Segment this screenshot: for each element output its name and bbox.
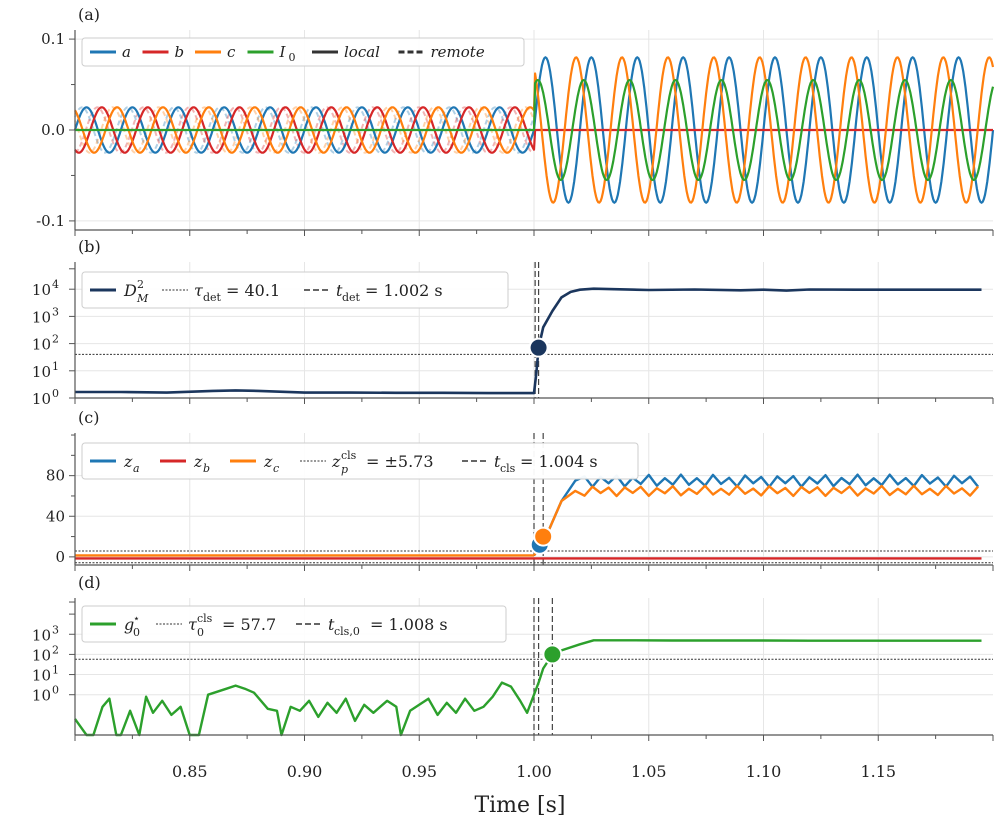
legend-subscript: 0 [133, 626, 140, 639]
y-tick-exponent: 2 [52, 333, 59, 346]
legend-box [81, 37, 525, 67]
y-tick-label: 10 [32, 336, 51, 354]
y-tick-exponent: 3 [52, 623, 59, 636]
zc-marker [533, 526, 554, 547]
legend-box [81, 442, 639, 480]
legend-value: = 1.004 s [520, 452, 598, 471]
x-tick-label: 1.00 [516, 762, 552, 781]
y-tick-label: 10 [32, 687, 51, 705]
panel-label: (b) [78, 237, 101, 256]
legend-subscript: M [136, 292, 149, 305]
panel-label: (c) [78, 408, 99, 427]
legend-subscript: a [133, 462, 140, 475]
legend-subscript: b [203, 462, 210, 475]
y-tick-label: 10 [32, 390, 51, 408]
legend-label: t [328, 615, 335, 634]
x-tick-label: 0.95 [401, 762, 437, 781]
series-I0 [75, 79, 995, 181]
data-layer [73, 56, 995, 737]
legend-superscript: 2 [137, 278, 144, 291]
series-zc [533, 484, 979, 557]
y-tick-exponent: 3 [52, 305, 59, 318]
y-tick-label: 10 [32, 646, 51, 664]
x-tick-label: 1.05 [631, 762, 667, 781]
legend-label: local [344, 43, 380, 61]
legend-subscript: 0 [197, 626, 204, 639]
y-tick-exponent: 1 [52, 360, 59, 373]
legend-label: z [193, 452, 203, 471]
y-tick-label: 0.1 [41, 30, 65, 48]
legend-superscript: ⋆ [133, 612, 140, 625]
y-tick-label: 0.0 [41, 121, 65, 139]
legend-value: = ±5.73 [366, 452, 434, 471]
legend-label: c [227, 43, 236, 61]
closing-marker [542, 644, 563, 665]
legend-label: τ [194, 281, 204, 300]
legend-subscript: det [342, 291, 361, 304]
y-tick-label: 10 [32, 363, 51, 381]
legend-label: I [279, 43, 287, 61]
y-tick-label: 10 [32, 281, 51, 299]
legend-subscript: cls [500, 462, 516, 475]
y-tick-exponent: 0 [52, 684, 59, 697]
legend-value: = 57.7 [222, 615, 276, 634]
legend-subscript: p [341, 463, 348, 476]
legend-value: = 40.1 [226, 281, 280, 300]
y-tick-exponent: 1 [52, 664, 59, 677]
legend-subscript: c [273, 462, 279, 475]
detection-marker [528, 337, 549, 358]
x-tick-label: 0.90 [287, 762, 323, 781]
legend-label: z [123, 452, 133, 471]
legend-label: z [263, 452, 273, 471]
x-tick-label: 1.10 [746, 762, 782, 781]
x-tick-label: 1.15 [860, 762, 896, 781]
legend-superscript: cls [197, 612, 213, 625]
legend-label: g [124, 615, 134, 634]
series-remote-a [74, 106, 535, 154]
y-tick-label: 80 [46, 467, 65, 485]
panel-label: (a) [78, 5, 100, 24]
legend-label: b [175, 43, 185, 61]
y-tick-exponent: 2 [52, 643, 59, 656]
y-tick-label: 10 [32, 308, 51, 326]
legend-subscript: 0 [289, 51, 296, 64]
legend-label: remote [431, 43, 485, 61]
legend-label: D [123, 281, 137, 300]
legend-label: z [331, 452, 341, 471]
y-tick-label: 10 [32, 626, 51, 644]
y-tick-exponent: 4 [52, 278, 59, 291]
y-tick-exponent: 0 [52, 387, 59, 400]
legend-subscript: cls,0 [334, 625, 360, 638]
y-tick-label: 0 [55, 548, 65, 566]
legend-label: a [122, 43, 131, 61]
legend-subscript: det [203, 291, 222, 304]
y-tick-label: -0.1 [36, 212, 65, 230]
series-remote-b [74, 106, 534, 154]
legend-label: t [494, 452, 501, 471]
legend-label: t [336, 281, 343, 300]
series-DM2 [75, 287, 982, 395]
y-tick-label: 40 [46, 507, 65, 525]
legend-superscript: cls [341, 449, 357, 462]
legend-box [81, 605, 507, 643]
legend-label: τ [188, 615, 198, 634]
panel-label: (d) [78, 573, 101, 592]
legend-box [81, 271, 509, 309]
x-axis-label: Time [s] [474, 793, 565, 818]
legend-value: = 1.008 s [370, 615, 448, 634]
x-tick-label: 0.85 [172, 762, 208, 781]
y-tick-label: 10 [32, 667, 51, 685]
series-remote-c [74, 106, 535, 154]
legend-value: = 1.002 s [365, 281, 443, 300]
